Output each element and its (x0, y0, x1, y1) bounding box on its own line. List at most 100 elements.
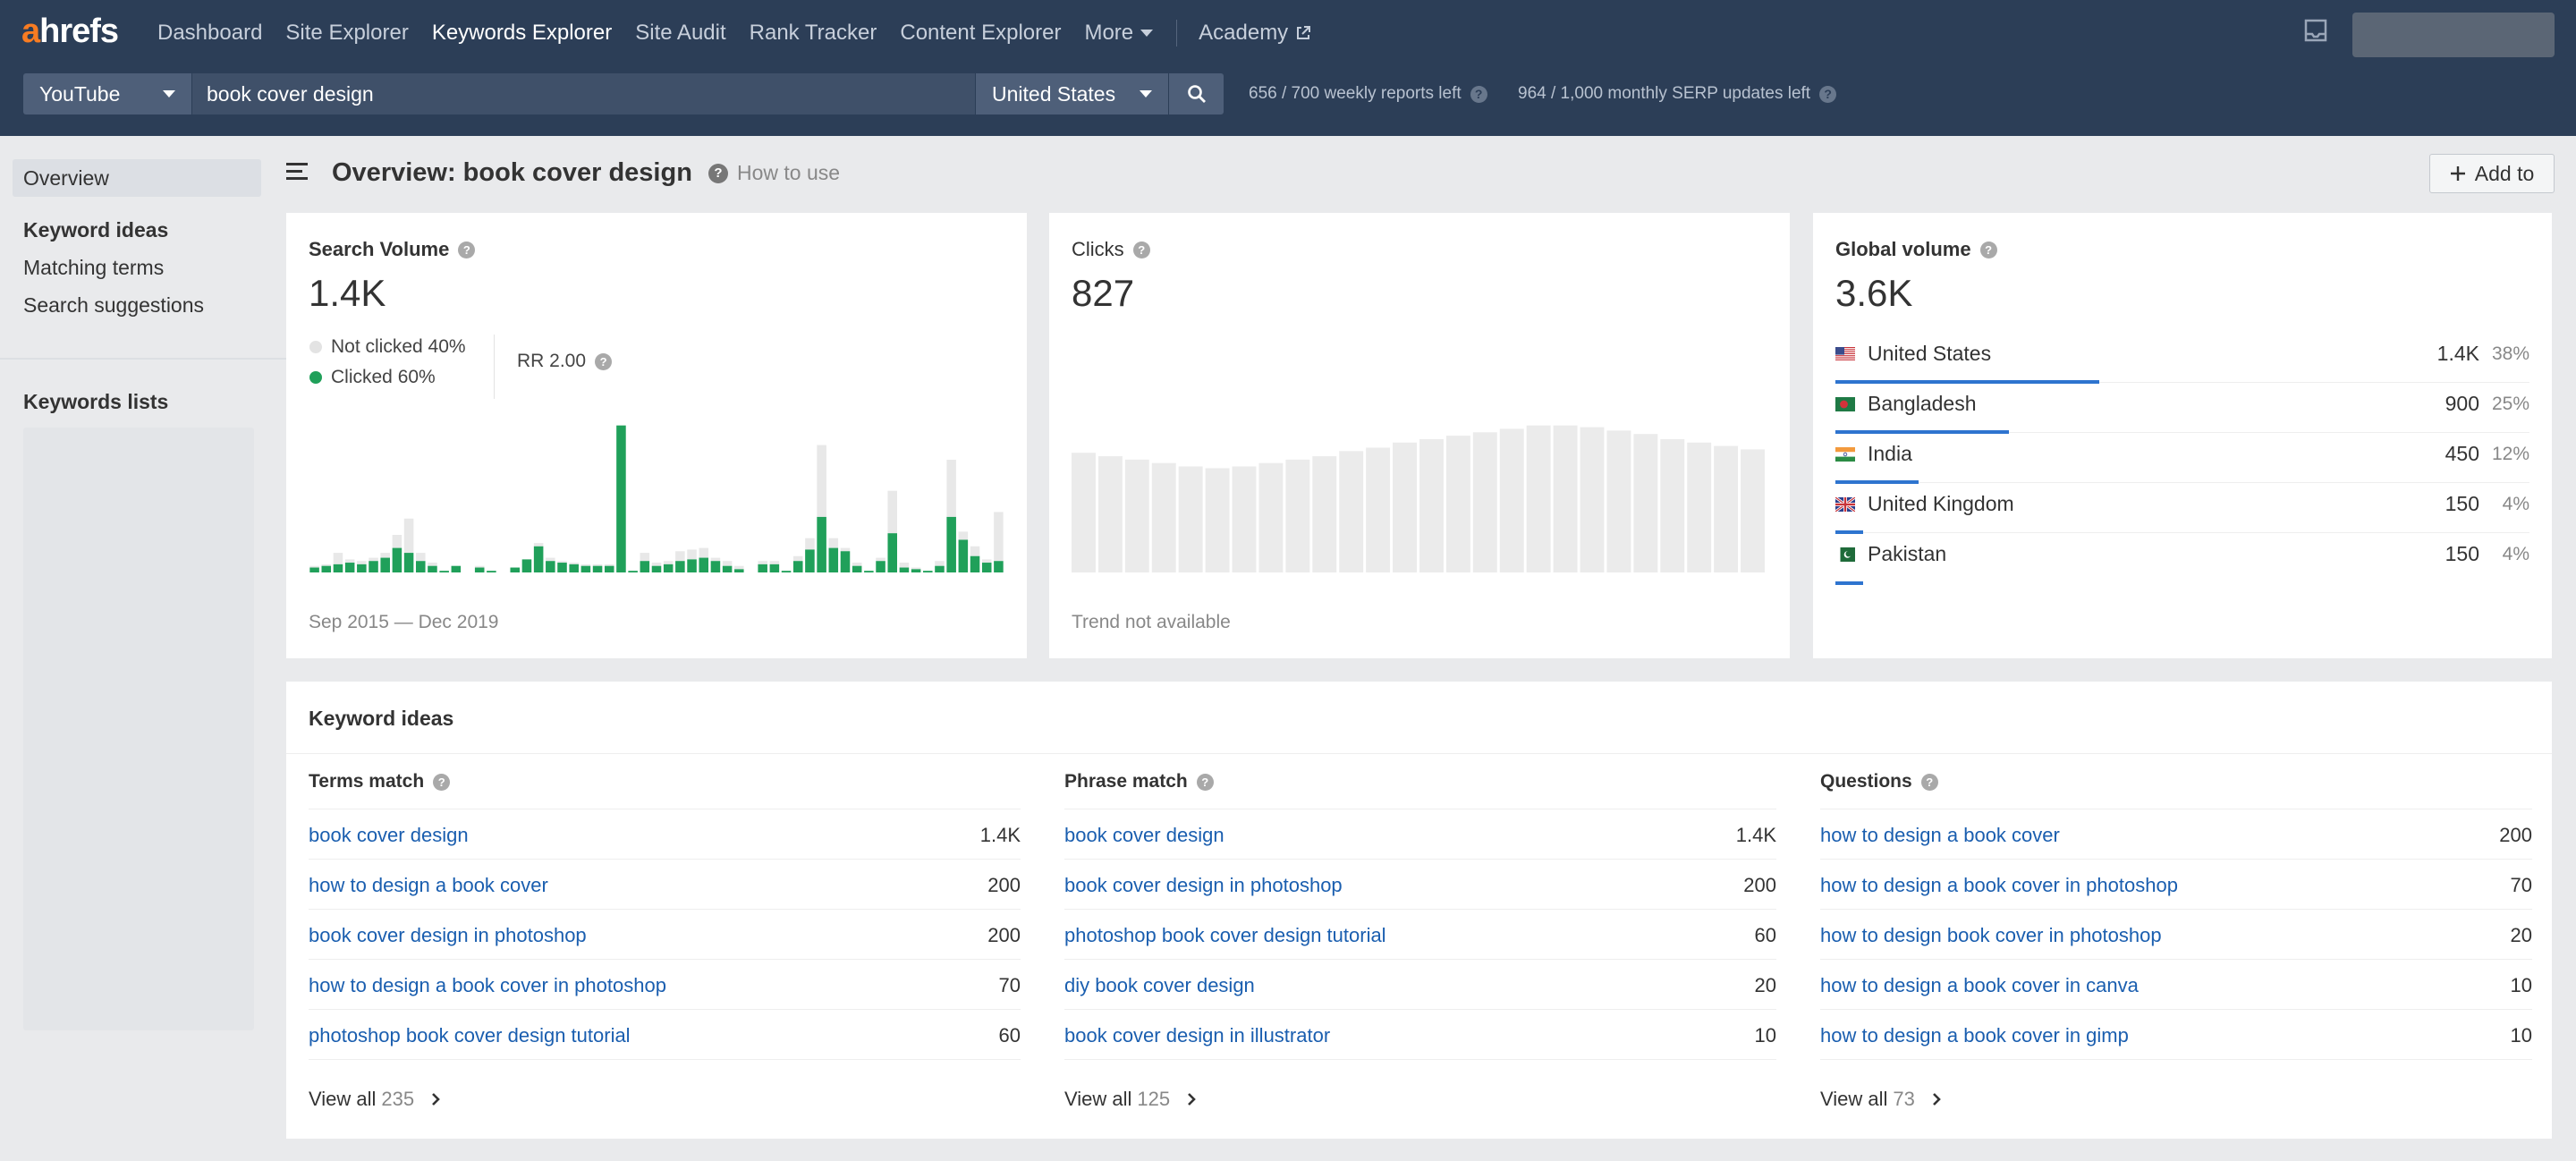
nav-dashboard[interactable]: Dashboard (157, 21, 263, 45)
clicked-bar[interactable] (533, 546, 544, 572)
clicked-bar[interactable] (392, 547, 402, 572)
clicked-bar[interactable] (970, 555, 980, 572)
not-clicked-bar[interactable] (758, 561, 767, 564)
keyword-link[interactable]: how to design a book cover in gimp (1820, 1024, 2129, 1047)
not-clicked-bar[interactable] (369, 557, 378, 562)
not-clicked-bar[interactable] (852, 563, 862, 566)
help-icon[interactable]: ? (458, 241, 476, 258)
clicked-bar[interactable] (321, 565, 332, 572)
keyword-link[interactable]: book cover design (1064, 824, 1224, 846)
not-clicked-bar[interactable] (687, 549, 697, 560)
view-all-link[interactable]: View all 73 (1820, 1088, 1944, 1111)
not-clicked-bar[interactable] (604, 564, 614, 566)
not-clicked-bar[interactable] (333, 553, 343, 564)
country-row[interactable]: United Kingdom 150 4% (1835, 483, 2529, 534)
clicked-bar[interactable] (769, 564, 780, 572)
nav-more-dropdown[interactable]: More (1084, 21, 1154, 46)
not-clicked-bar[interactable] (817, 445, 826, 517)
clicked-bar[interactable] (887, 533, 898, 572)
keyword-link[interactable]: diy book cover design (1064, 974, 1255, 996)
not-clicked-bar[interactable] (734, 565, 744, 570)
not-clicked-bar[interactable] (722, 561, 733, 566)
not-clicked-bar[interactable] (876, 557, 886, 562)
not-clicked-bar[interactable] (640, 553, 650, 562)
keyword-link[interactable]: book cover design in illustrator (1064, 1024, 1331, 1047)
not-clicked-bar[interactable] (403, 518, 414, 554)
country-select[interactable]: United States (975, 73, 1168, 114)
keyword-link[interactable]: how to design a book cover in photoshop (1820, 874, 2178, 896)
clicked-bar[interactable] (722, 565, 733, 572)
nav-academy[interactable]: Academy (1199, 21, 1311, 46)
account-menu[interactable] (2352, 13, 2555, 57)
not-clicked-bar[interactable] (911, 567, 921, 570)
clicked-bar[interactable] (699, 557, 709, 572)
clicked-bar[interactable] (840, 551, 851, 572)
clicked-bar[interactable] (852, 565, 862, 572)
not-clicked-bar[interactable] (981, 559, 992, 564)
clicked-bar[interactable] (640, 561, 650, 572)
clicked-bar[interactable] (439, 571, 449, 572)
clicked-bar[interactable] (592, 565, 603, 572)
keyword-link[interactable]: book cover design (309, 824, 469, 846)
not-clicked-bar[interactable] (805, 538, 815, 550)
clicked-bar[interactable] (604, 565, 614, 572)
clicked-bar[interactable] (369, 561, 378, 572)
clicked-bar[interactable] (403, 553, 414, 572)
clicked-bar[interactable] (333, 564, 343, 572)
source-select[interactable]: YouTube (23, 73, 191, 114)
keyword-link[interactable]: how to design book cover in photoshop (1820, 924, 2162, 946)
not-clicked-bar[interactable] (840, 547, 851, 552)
clicked-bar[interactable] (546, 561, 555, 572)
not-clicked-bar[interactable] (474, 565, 485, 568)
not-clicked-bar[interactable] (792, 555, 803, 562)
keyword-link[interactable]: how to design a book cover in photoshop (309, 974, 666, 996)
keyword-link[interactable]: book cover design in photoshop (1064, 874, 1343, 896)
clicked-bar[interactable] (557, 563, 567, 572)
sidebar-item-matching-terms[interactable]: Matching terms (23, 256, 165, 279)
help-icon[interactable]: ? (433, 773, 451, 791)
keyword-input[interactable] (191, 73, 975, 114)
clicked-bar[interactable] (521, 559, 532, 572)
not-clicked-bar[interactable] (663, 561, 674, 564)
search-button[interactable] (1168, 73, 1224, 114)
clicked-bar[interactable] (876, 561, 886, 572)
clicked-bar[interactable] (415, 561, 426, 572)
not-clicked-bar[interactable] (710, 557, 721, 562)
clicked-bar[interactable] (580, 565, 591, 572)
not-clicked-bar[interactable] (970, 546, 980, 556)
clicked-bar[interactable] (428, 565, 437, 572)
sidebar-item-search-suggestions[interactable]: Search suggestions (23, 293, 205, 317)
sidebar-heading-keyword-ideas[interactable]: Keyword ideas (23, 218, 169, 242)
not-clicked-bar[interactable] (699, 547, 709, 558)
clicked-bar[interactable] (380, 557, 390, 572)
not-clicked-bar[interactable] (887, 490, 898, 534)
not-clicked-bar[interactable] (380, 553, 390, 558)
clicked-bar[interactable] (628, 571, 638, 572)
not-clicked-bar[interactable] (958, 531, 969, 540)
clicked-bar[interactable] (734, 569, 744, 572)
view-all-link[interactable]: View all 125 (1064, 1088, 1199, 1111)
not-clicked-bar[interactable] (569, 563, 579, 564)
not-clicked-bar[interactable] (651, 563, 662, 566)
clicked-bar[interactable] (309, 567, 319, 572)
clicked-bar[interactable] (994, 561, 1004, 572)
help-icon[interactable]: ? (1132, 241, 1150, 258)
nav-content-explorer[interactable]: Content Explorer (900, 21, 1062, 45)
clicked-bar[interactable] (451, 565, 462, 572)
not-clicked-bar[interactable] (309, 565, 319, 568)
help-icon[interactable]: ? (1470, 85, 1487, 103)
clicked-bar[interactable] (474, 567, 485, 572)
clicked-bar[interactable] (899, 567, 910, 572)
not-clicked-bar[interactable] (428, 563, 437, 566)
clicked-bar[interactable] (958, 539, 969, 572)
clicked-bar[interactable] (935, 565, 945, 572)
clicked-bar[interactable] (710, 561, 721, 572)
keyword-link[interactable]: how to design a book cover in canva (1820, 974, 2139, 996)
add-to-button[interactable]: Add to (2429, 154, 2555, 193)
nav-site-explorer[interactable]: Site Explorer (285, 21, 409, 45)
not-clicked-bar[interactable] (557, 561, 567, 564)
nav-rank-tracker[interactable]: Rank Tracker (749, 21, 877, 45)
not-clicked-bar[interactable] (415, 553, 426, 562)
keyword-link[interactable]: how to design a book cover (1820, 824, 2060, 846)
country-row[interactable]: India 450 12% (1835, 433, 2529, 484)
